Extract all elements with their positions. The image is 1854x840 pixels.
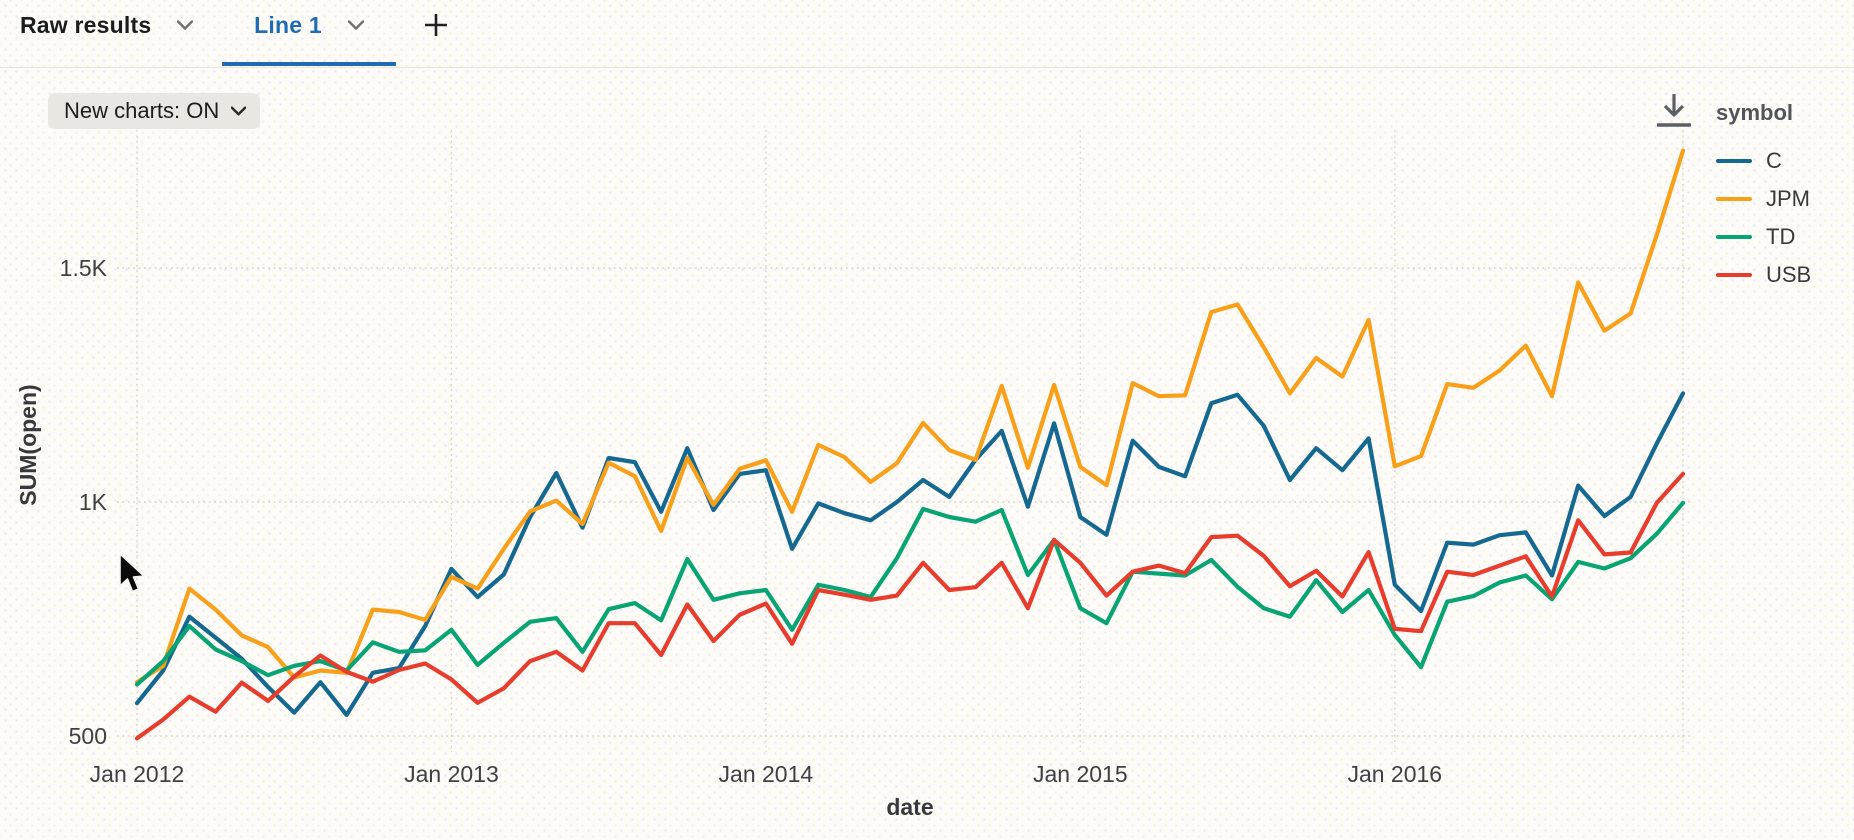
legend-label: USB [1766,262,1812,287]
legend-swatch-USB [1716,273,1752,277]
x-axis-tick-label: Jan 2015 [1033,761,1128,787]
plus-icon [422,11,450,42]
x-axis-tick-label: Jan 2013 [404,761,499,787]
legend-label: JPM [1766,186,1810,211]
tab-raw-results-label: Raw results [20,11,152,38]
legend-swatch-TD [1716,235,1752,239]
x-axis-tick-label: Jan 2016 [1347,761,1442,787]
chevron-down-icon [347,20,364,30]
chevron-down-icon [231,106,247,116]
chart-legend: symbol C JPM TD USB [1716,100,1854,294]
y-axis-tick-label: 1K [79,489,108,515]
x-axis-title: date [886,794,933,820]
series-line-TD[interactable] [134,500,1686,687]
chevron-down-icon [177,20,194,30]
tab-bar: Raw results Line 1 [0,0,1854,68]
x-axis-tick-label: Jan 2014 [719,761,814,787]
new-charts-toggle[interactable]: New charts: ON [48,93,261,129]
legend-item-C[interactable]: C [1716,142,1854,180]
new-charts-toggle-label: New charts: ON [64,98,220,123]
y-axis-tick-label: 500 [69,723,107,749]
legend-swatch-C [1716,159,1752,163]
legend-item-JPM[interactable]: JPM [1716,180,1854,218]
legend-label: C [1766,148,1782,173]
x-axis-tick-label: Jan 2012 [90,761,185,787]
y-axis-title: SUM(open) [15,384,41,505]
download-icon [1652,94,1696,135]
download-button[interactable] [1652,88,1696,132]
y-axis-tick-label: 1.5K [60,255,108,281]
legend-item-TD[interactable]: TD [1716,218,1854,256]
add-tab-button[interactable] [418,8,454,44]
legend-label: TD [1766,224,1796,249]
legend-swatch-JPM [1716,197,1752,201]
legend-title: symbol [1716,100,1794,125]
series-line-USB[interactable] [134,471,1686,741]
series-line-JPM[interactable] [134,148,1686,685]
tab-line-1[interactable]: Line 1 [222,0,396,66]
legend-item-USB[interactable]: USB [1716,256,1854,294]
tab-raw-results[interactable]: Raw results [6,0,207,66]
series-line-C[interactable] [134,391,1686,718]
tab-line-1-label: Line 1 [254,11,322,38]
